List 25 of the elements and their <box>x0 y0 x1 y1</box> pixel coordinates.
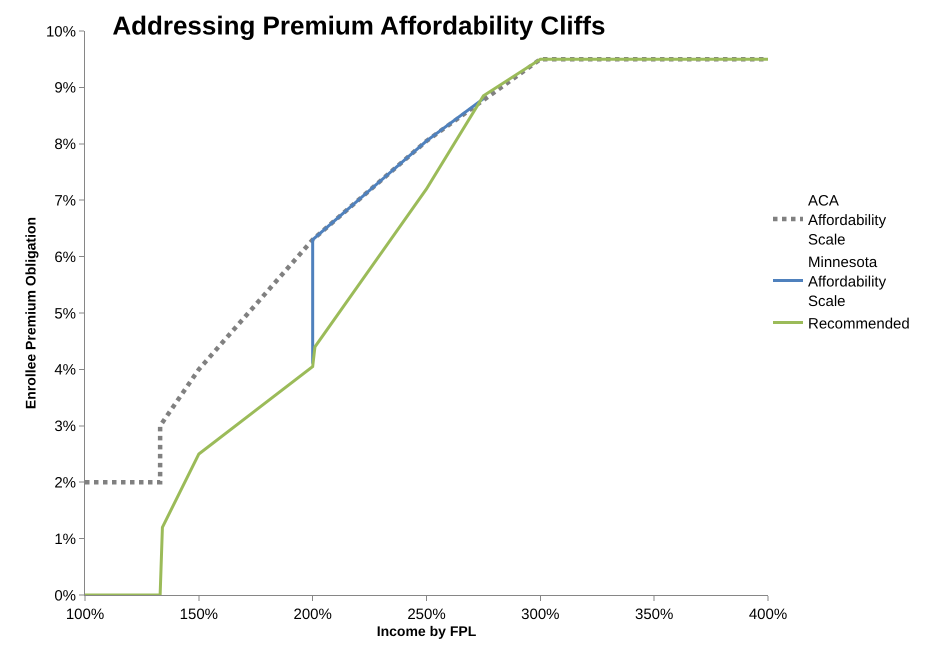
legend-label: Recommended <box>808 315 910 332</box>
x-tick-label: 150% <box>180 606 218 623</box>
y-tick-label: 9% <box>54 80 76 97</box>
y-tick-label: 2% <box>54 474 76 492</box>
x-tick-label: 200% <box>293 606 332 623</box>
y-tick-label: 7% <box>54 192 76 210</box>
x-tick-label: 350% <box>634 606 674 623</box>
y-tick-label: 1% <box>54 530 76 548</box>
y-tick-label: 8% <box>54 136 76 154</box>
x-tick-label: 300% <box>521 606 560 623</box>
chart-title: Addressing Premium Affordability Cliffs <box>112 10 606 40</box>
y-axis-title: Enrollee Premium Obligation <box>22 216 39 410</box>
y-tick-label: 5% <box>54 305 76 322</box>
x-axis-title: Income by FPL <box>376 623 477 639</box>
y-tick-label: 10% <box>46 23 76 40</box>
y-tick-label: 4% <box>54 362 76 379</box>
x-tick-label: 100% <box>66 606 104 623</box>
legend-label: Minnesota Affordability Scale <box>808 254 887 310</box>
y-tick-label: 0% <box>54 587 76 604</box>
line-series <box>311 97 485 366</box>
legend-label: ACA Affordability Scale <box>808 192 887 248</box>
y-tick-label: 6% <box>54 248 76 266</box>
x-tick-label: 250% <box>407 606 446 623</box>
y-tick-label: 3% <box>54 418 76 436</box>
x-tick-label: 400% <box>748 606 788 623</box>
